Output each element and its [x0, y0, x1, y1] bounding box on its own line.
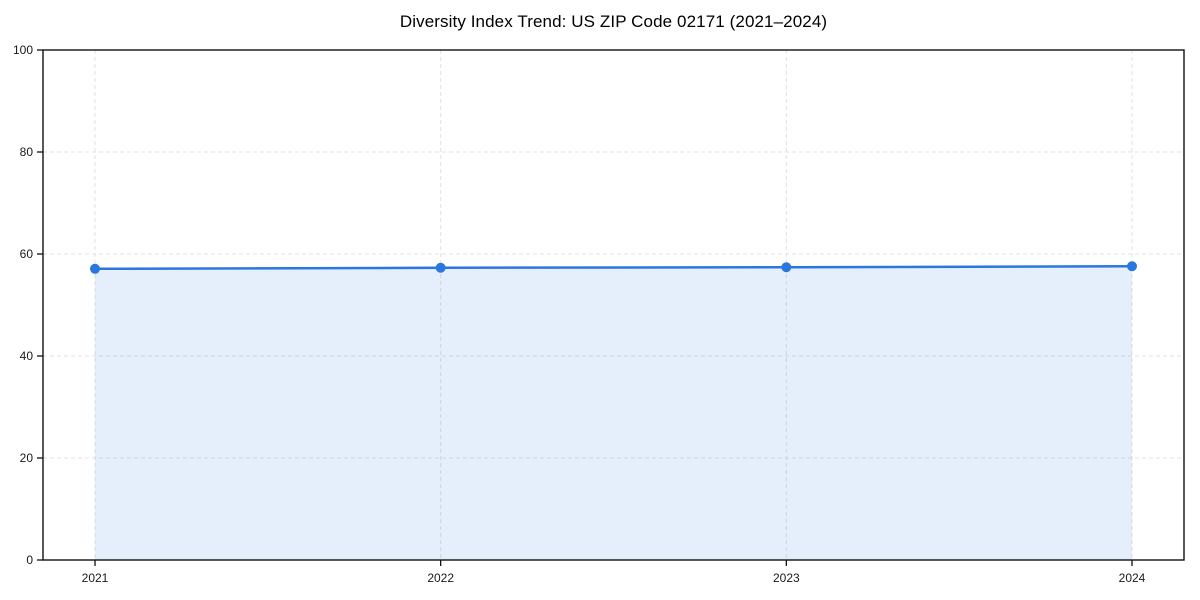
data-point	[1127, 261, 1137, 272]
x-tick-label: 2022	[427, 571, 454, 585]
y-tick-label: 40	[20, 349, 34, 363]
x-tick-label: 2023	[773, 571, 800, 585]
axes-spines	[42, 49, 1185, 561]
data-point	[435, 262, 446, 273]
trend-line	[93, 264, 1134, 271]
y-tick-label: 100	[13, 43, 33, 57]
x-tick-label: 2024	[1119, 571, 1146, 585]
data-point	[90, 263, 100, 274]
y-tick-label: 0	[26, 553, 33, 567]
area-fill	[95, 266, 1132, 560]
chart-title: Diversity Index Trend: US ZIP Code 02171…	[399, 12, 828, 31]
y-tick-label: 80	[20, 145, 34, 159]
y-tick-label: 60	[20, 247, 34, 261]
data-point	[781, 262, 792, 273]
y-tick-label: 20	[20, 451, 34, 465]
x-tick-label: 2021	[82, 571, 109, 585]
